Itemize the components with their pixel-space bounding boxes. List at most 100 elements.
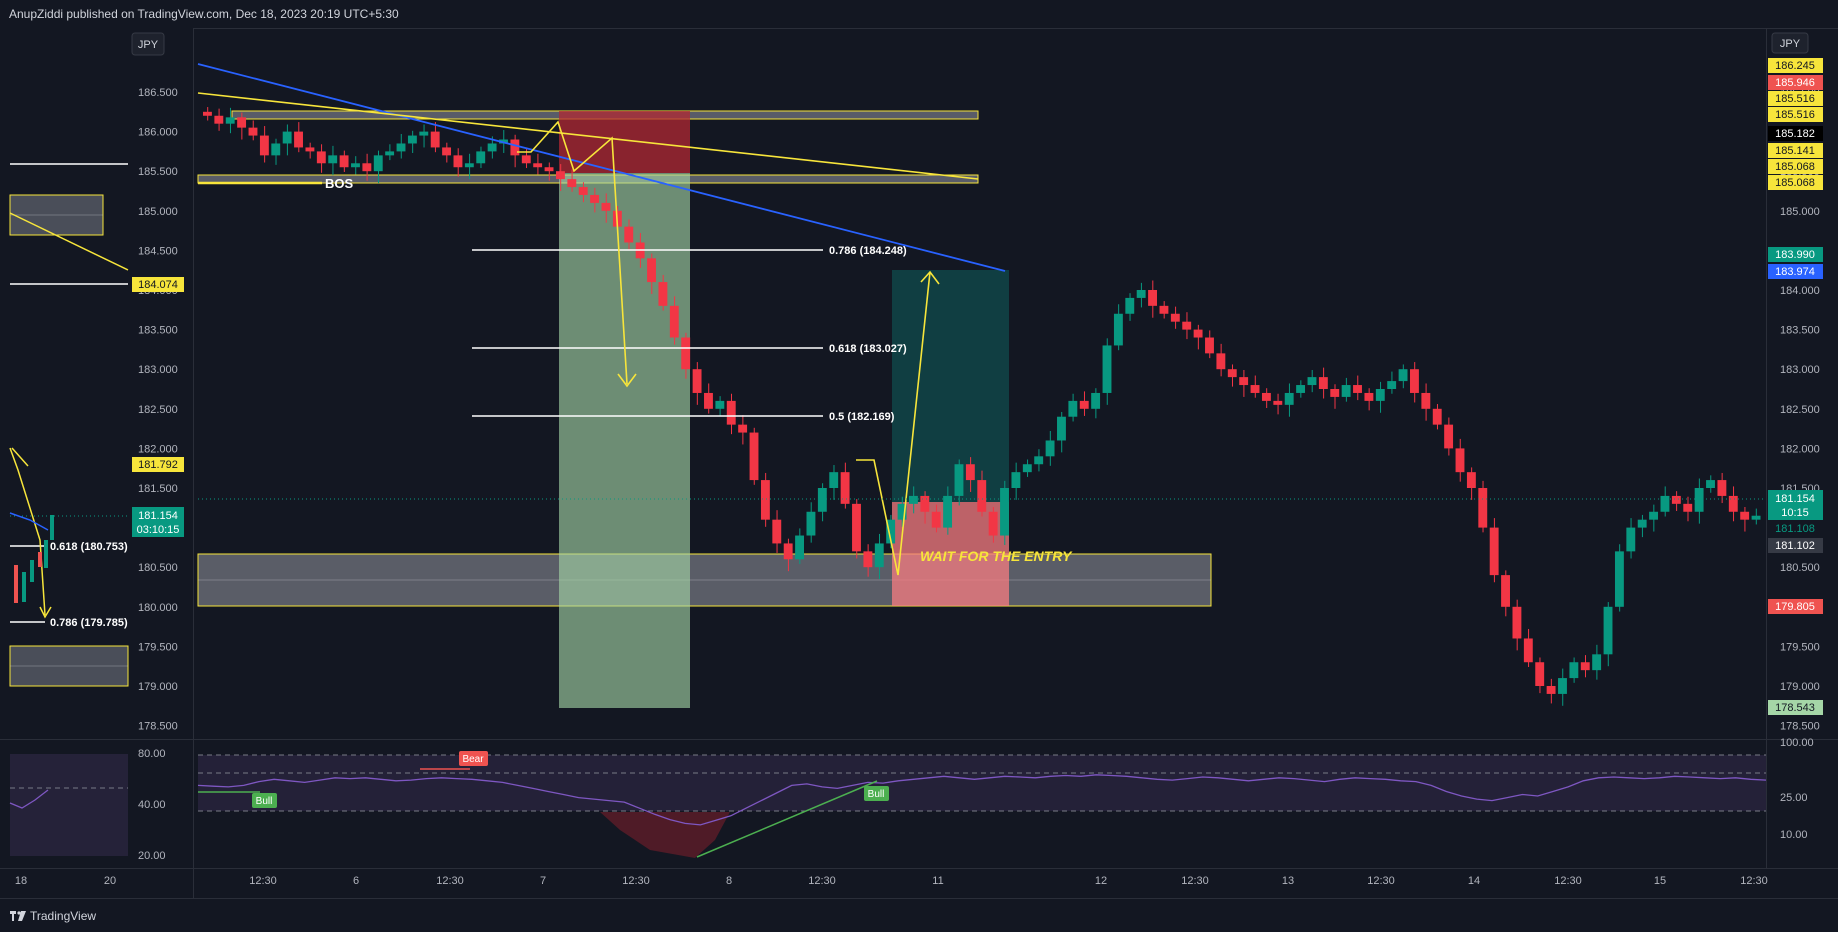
price-tick: 178.500 (1780, 721, 1820, 733)
main-chart[interactable]: 186.500186.000185.500185.000184.500184.0… (197, 32, 1823, 887)
time-tick: 11 (932, 875, 943, 887)
candle (316, 144, 326, 173)
left-rsi-tick: 20.00 (138, 850, 166, 862)
candle (1671, 491, 1681, 511)
left-price-tick: 179.000 (138, 681, 178, 693)
rsi-axis: 100.00 25.00 10.00 (1780, 737, 1814, 841)
main-candles (203, 107, 1761, 706)
candle (533, 153, 543, 175)
candle (214, 108, 224, 131)
candle (669, 296, 679, 345)
price-tick: 179.500 (1780, 641, 1820, 653)
candle (339, 150, 349, 172)
candle (1261, 388, 1271, 409)
candle (373, 150, 383, 184)
candle (1637, 514, 1647, 538)
candle (1569, 657, 1579, 683)
candle (965, 457, 975, 492)
candle (1717, 472, 1727, 504)
candle (738, 415, 748, 445)
svg-text:Bull: Bull (868, 789, 885, 800)
left-price-tick: 180.000 (138, 602, 178, 614)
candle (590, 187, 600, 213)
candle (1466, 467, 1476, 500)
svg-text:Bear: Bear (462, 754, 484, 765)
fib-levels: 0.786 (184.248) 0.618 (183.027) 0.5 (182.1… (472, 245, 907, 423)
candle (1603, 602, 1613, 667)
left-mini-chart[interactable]: JPY 186.500186.000185.500185.000184.5001… (9, 32, 184, 887)
chart-canvas[interactable]: JPY 186.500186.000185.500185.000184.5001… (0, 0, 1838, 898)
candle (510, 134, 520, 168)
candle (1683, 496, 1693, 522)
candle (840, 462, 850, 509)
svg-text:186.245: 186.245 (1775, 60, 1815, 72)
price-path-arrow (517, 120, 628, 385)
price-tick: 180.500 (1780, 562, 1820, 574)
candle (225, 107, 235, 134)
left-price-tick: 186.000 (138, 127, 178, 139)
left-x-axis: 18 20 (15, 875, 116, 887)
candle (1068, 393, 1078, 422)
left-price-label-yellow (132, 457, 184, 472)
candle (1034, 449, 1044, 472)
candle (476, 146, 486, 169)
price-tick: 182.000 (1780, 443, 1820, 455)
candle (1649, 504, 1659, 532)
candle (1148, 280, 1157, 318)
price-tick: 184.000 (1780, 285, 1820, 297)
candle (328, 145, 338, 176)
candle (601, 193, 611, 223)
left-price-tick: 185.000 (138, 206, 178, 218)
candle (1478, 480, 1488, 533)
left-y-axis: 186.500 186.000 185.500 185.000 184.500 184.0… (138, 87, 178, 733)
candle (1216, 343, 1226, 377)
tradingview-logo[interactable]: TradingView (10, 909, 96, 923)
time-tick: 12:30 (1181, 875, 1209, 887)
candle (1512, 599, 1522, 651)
left-price-label-text: 184.074 (138, 279, 178, 291)
candle (1125, 293, 1135, 321)
candle (795, 528, 805, 565)
candle (624, 219, 634, 250)
svg-text:185.068: 185.068 (1775, 161, 1815, 173)
time-tick: 15 (1654, 875, 1666, 887)
candle (1546, 678, 1556, 704)
yellow-trendline (197, 92, 979, 180)
candle (1728, 486, 1738, 522)
header-bar: AnupZiddi published on TradingView.com, … (0, 0, 1838, 29)
candle (1136, 282, 1146, 308)
svg-text:178.543: 178.543 (1775, 702, 1815, 714)
time-tick: 12 (1095, 875, 1107, 887)
candle (1626, 518, 1636, 559)
time-tick: 14 (1468, 875, 1480, 887)
candle (829, 465, 839, 500)
candle (783, 538, 793, 572)
left-currency-badge[interactable] (131, 32, 165, 56)
candle (681, 332, 691, 379)
left-rsi-tick: 40.00 (138, 799, 166, 811)
svg-text:181.154: 181.154 (1775, 493, 1815, 505)
rsi-bull-label (864, 786, 889, 801)
candle (464, 153, 474, 180)
candle (1751, 508, 1761, 525)
main-currency-badge[interactable] (1771, 32, 1809, 54)
svg-text:10:15: 10:15 (1781, 507, 1809, 519)
candle (1091, 388, 1101, 419)
candle (1205, 330, 1214, 359)
time-tick: 7 (540, 875, 546, 887)
svg-text:185.141: 185.141 (1775, 145, 1815, 157)
left-price-tick: 179.500 (138, 641, 178, 653)
rsi-band (198, 755, 1766, 811)
long-path-arrow (856, 271, 931, 576)
candle (852, 499, 861, 559)
left-price-tick: 182.000 (138, 443, 178, 455)
left-rsi-band (10, 754, 128, 856)
candle (385, 144, 395, 161)
tradingview-brand: TradingView (30, 909, 97, 923)
candle (749, 427, 759, 485)
candle (1558, 668, 1567, 706)
svg-text:181.102: 181.102 (1775, 540, 1815, 552)
candle (1694, 478, 1704, 524)
left-price-tick: 184.500 (138, 245, 178, 257)
candle (430, 122, 440, 153)
